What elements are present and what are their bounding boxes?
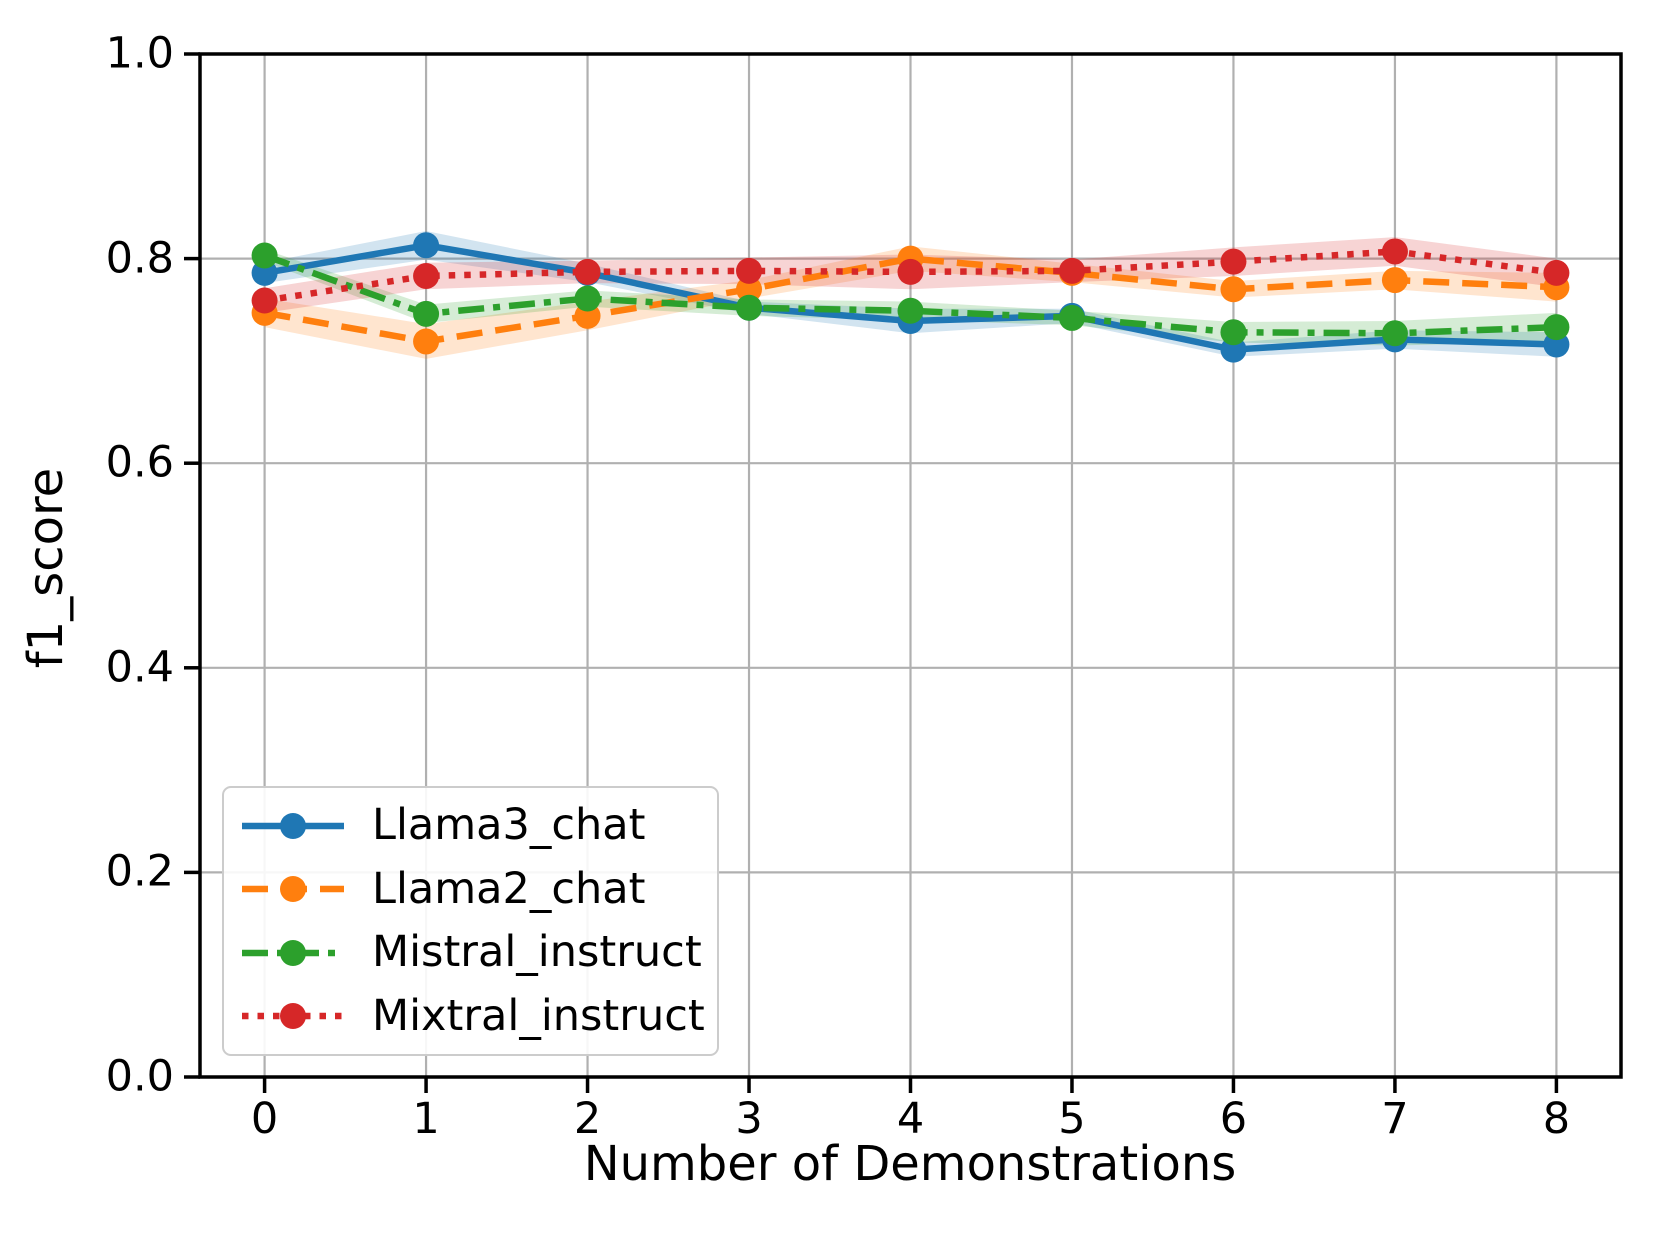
y-tick-label: 0.2 [105, 846, 174, 897]
y-tick-label: 0.8 [105, 233, 174, 284]
legend-marker-sample [280, 812, 306, 839]
data-point [1381, 238, 1408, 265]
legend-label: Llama2_chat [372, 863, 646, 914]
data-point [413, 232, 440, 259]
series-Mixtral_instruct [251, 238, 1570, 314]
data-point [1543, 259, 1570, 286]
data-point [413, 262, 440, 289]
x-tick-label: 2 [573, 1094, 602, 1144]
data-point [1058, 257, 1085, 284]
legend-item-Mistral_instruct: Mistral_instruct [238, 931, 707, 974]
x-tick-label: 3 [735, 1094, 763, 1144]
data-point [1220, 248, 1247, 275]
series-Mistral_instruct [251, 242, 1570, 347]
data-point [251, 242, 278, 269]
series-line [263, 252, 1557, 337]
data-point [1381, 320, 1408, 347]
legend-swatch-dashdot-line [242, 939, 344, 966]
legend: Llama3_chat Llama2_chat Mistral_instruct Mi… [222, 786, 719, 1056]
x-tick-label: 5 [1058, 1094, 1086, 1144]
legend-label: Llama3_chat [372, 800, 646, 851]
legend-item-Llama3_chat: Llama3_chat [238, 804, 707, 847]
x-tick-label: 4 [896, 1094, 925, 1144]
legend-item-Mixtral_instruct: Mixtral_instruct [238, 990, 707, 1041]
data-point [1381, 267, 1408, 294]
data-point [1058, 304, 1085, 331]
series-line [264, 248, 1557, 304]
legend-marker-sample [280, 939, 306, 966]
confidence-band-Mistral_instruct [264, 249, 1557, 346]
y-tick-label: 0.0 [105, 1051, 174, 1102]
legend-item-Llama2_chat: Llama2_chat [238, 863, 707, 914]
y-axis-label: f1_score [18, 467, 74, 669]
series-line [264, 255, 1557, 345]
data-point [574, 258, 601, 285]
data-point [897, 258, 924, 285]
y-tick-label: 0.6 [105, 437, 174, 488]
y-tick-label: 0.4 [105, 642, 174, 693]
x-tick-label: 7 [1381, 1094, 1409, 1144]
data-point [574, 285, 601, 312]
x-tick-label: 0 [250, 1094, 279, 1144]
data-point [736, 276, 763, 303]
data-point [897, 297, 924, 324]
legend-marker-sample [280, 1003, 306, 1030]
x-axis-label: Number of Demonstrations [583, 1136, 1237, 1192]
data-point [1220, 276, 1247, 303]
legend-marker-sample [280, 876, 306, 903]
legend-swatch-solid-line [242, 812, 344, 839]
data-point [413, 328, 440, 355]
series-Llama2_chat [251, 245, 1570, 355]
x-tick-label: 1 [412, 1094, 440, 1144]
data-point [1220, 319, 1247, 346]
data-point [251, 287, 278, 314]
y-tick-label: 1.0 [105, 28, 174, 79]
legend-label: Mistral_instruct [372, 927, 702, 978]
x-tick-label: 8 [1542, 1094, 1571, 1144]
legend-swatch-dotted-line [242, 1003, 344, 1030]
tick-marks [184, 52, 1559, 1093]
legend-swatch-dashed-line [242, 876, 344, 903]
data-point [413, 300, 440, 327]
data-point [1543, 314, 1570, 341]
x-tick-label: 6 [1219, 1094, 1248, 1144]
legend-label: Mixtral_instruct [372, 990, 705, 1041]
data-point [736, 294, 763, 321]
data-point [736, 257, 763, 284]
